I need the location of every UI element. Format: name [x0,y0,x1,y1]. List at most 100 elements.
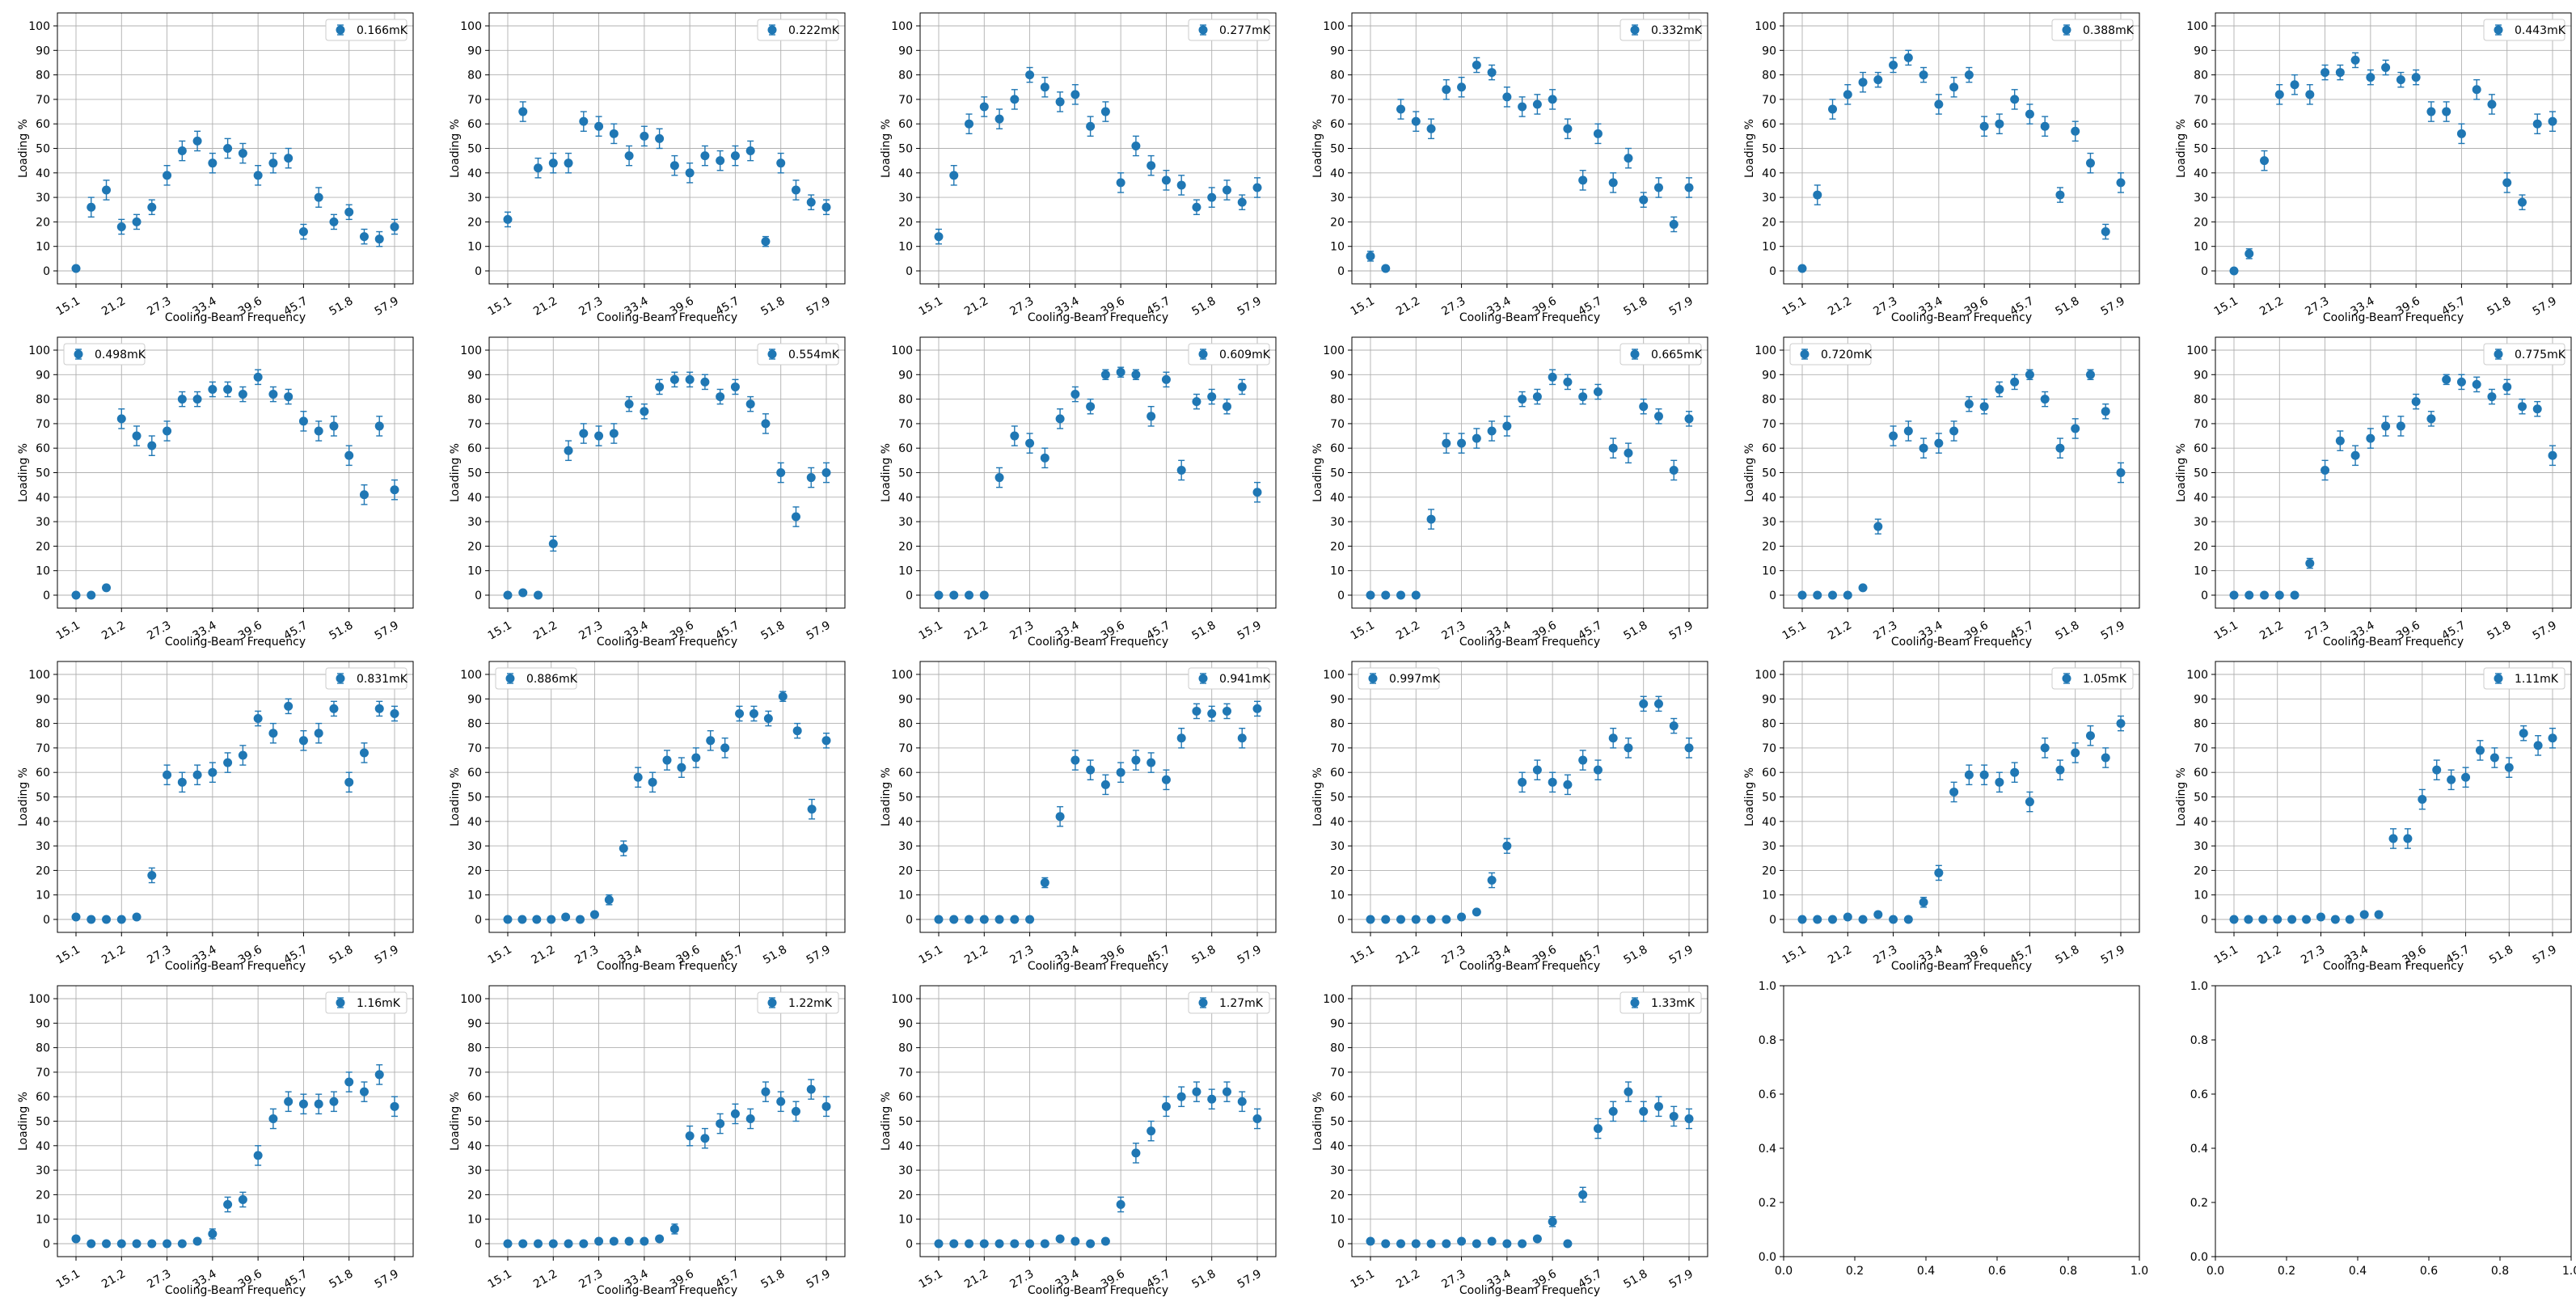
y-tick-label: 0 [2201,590,2208,602]
data-point [807,805,817,814]
y-tick-label: 60 [467,118,482,131]
data-point [934,590,944,600]
data-point [1131,1148,1141,1158]
data-point [1934,99,1944,109]
y-tick-label: 50 [898,792,913,805]
x-tick-label: 51.8 [327,943,356,966]
data-point [624,151,634,161]
data-point [253,372,263,382]
data-point [2426,414,2436,424]
legend-label: 1.16mK [357,997,401,1010]
y-tick-label: 50 [898,143,913,156]
y-tick-label: 40 [467,1140,482,1153]
legend-box [1620,991,1702,1014]
data-point [2447,775,2456,784]
data-point [87,202,96,212]
y-tick-label: 100 [891,993,913,1006]
y-tick-label: 60 [898,118,913,131]
y-tick-label: 90 [1330,369,1345,382]
legend-marker [2062,674,2071,683]
y-tick-label: 80 [2194,394,2208,407]
data-point [1147,161,1156,171]
data-point [1593,129,1603,138]
data-point [374,704,384,713]
y-tick-label: 50 [898,1116,913,1129]
data-point [344,777,354,787]
y-tick-label: 100 [1323,993,1345,1006]
y-tick-label: 0.8 [1759,1034,1776,1047]
data-point [87,1239,96,1249]
data-point [314,729,323,738]
legend: 0.498mK [63,343,146,366]
x-tick-label: 15.1 [917,1267,945,1291]
x-tick-label: 15.1 [917,294,945,318]
data-point [648,777,657,787]
data-point [1813,915,1822,924]
y-tick-label: 0 [43,914,50,927]
y-tick-label: 30 [1762,840,1776,853]
axes-frame [1783,985,2140,1257]
x-tick-label: 51.8 [327,619,356,642]
data-point [1548,372,1557,382]
data-point [761,237,771,247]
data-point [716,392,725,402]
data-point [806,197,816,207]
data-point [2302,915,2312,924]
data-point [359,1087,369,1097]
data-point [594,1236,604,1246]
data-point [208,767,217,777]
data-point [965,1239,974,1249]
y-tick-label: 90 [1762,693,1776,706]
y-axis-label: Loading % [2175,443,2188,502]
data-point [965,119,974,129]
y-tick-label: 60 [2194,767,2208,780]
data-point [1381,1239,1391,1249]
data-point [2071,424,2080,433]
data-point [806,1084,816,1094]
data-point [359,748,369,758]
data-point [2335,68,2345,78]
data-point [685,1131,695,1141]
data-point [518,1239,528,1249]
data-point [1040,82,1049,92]
legend-box [757,991,839,1014]
data-point [2244,249,2254,259]
y-axis-label: Loading % [1743,443,1756,502]
data-point [1010,915,1020,924]
data-point [1116,178,1125,188]
legend: 0.554mK [757,343,840,366]
x-tick-label: 21.2 [2257,294,2286,318]
y-tick-label: 100 [460,669,482,682]
y-tick-label: 10 [36,1214,50,1227]
legend-marker [767,998,777,1008]
data-point [1889,60,1898,70]
y-tick-label: 40 [36,816,50,829]
data-point [102,915,112,924]
y-tick-label: 80 [898,394,913,407]
y-tick-label: 30 [1330,1164,1345,1177]
y-tick-label: 80 [2194,70,2208,82]
data-point [298,1099,308,1109]
y-tick-label: 70 [36,742,50,755]
y-tick-label: 0 [1337,1238,1345,1251]
y-tick-label: 50 [1330,467,1345,480]
data-point [821,202,831,212]
data-point [147,870,157,880]
data-point [1100,1236,1110,1246]
data-point [548,539,558,548]
data-point [1563,377,1573,387]
data-point [1858,583,1868,593]
legend-marker [336,674,345,683]
data-point [1858,78,1868,87]
data-point [2350,55,2360,65]
y-tick-label: 20 [898,216,913,229]
data-point [949,1239,959,1249]
data-point [534,590,543,600]
y-tick-label: 10 [898,1214,913,1227]
axes-frame [57,336,414,609]
y-tick-label: 100 [28,20,50,33]
data-point [1396,1239,1406,1249]
